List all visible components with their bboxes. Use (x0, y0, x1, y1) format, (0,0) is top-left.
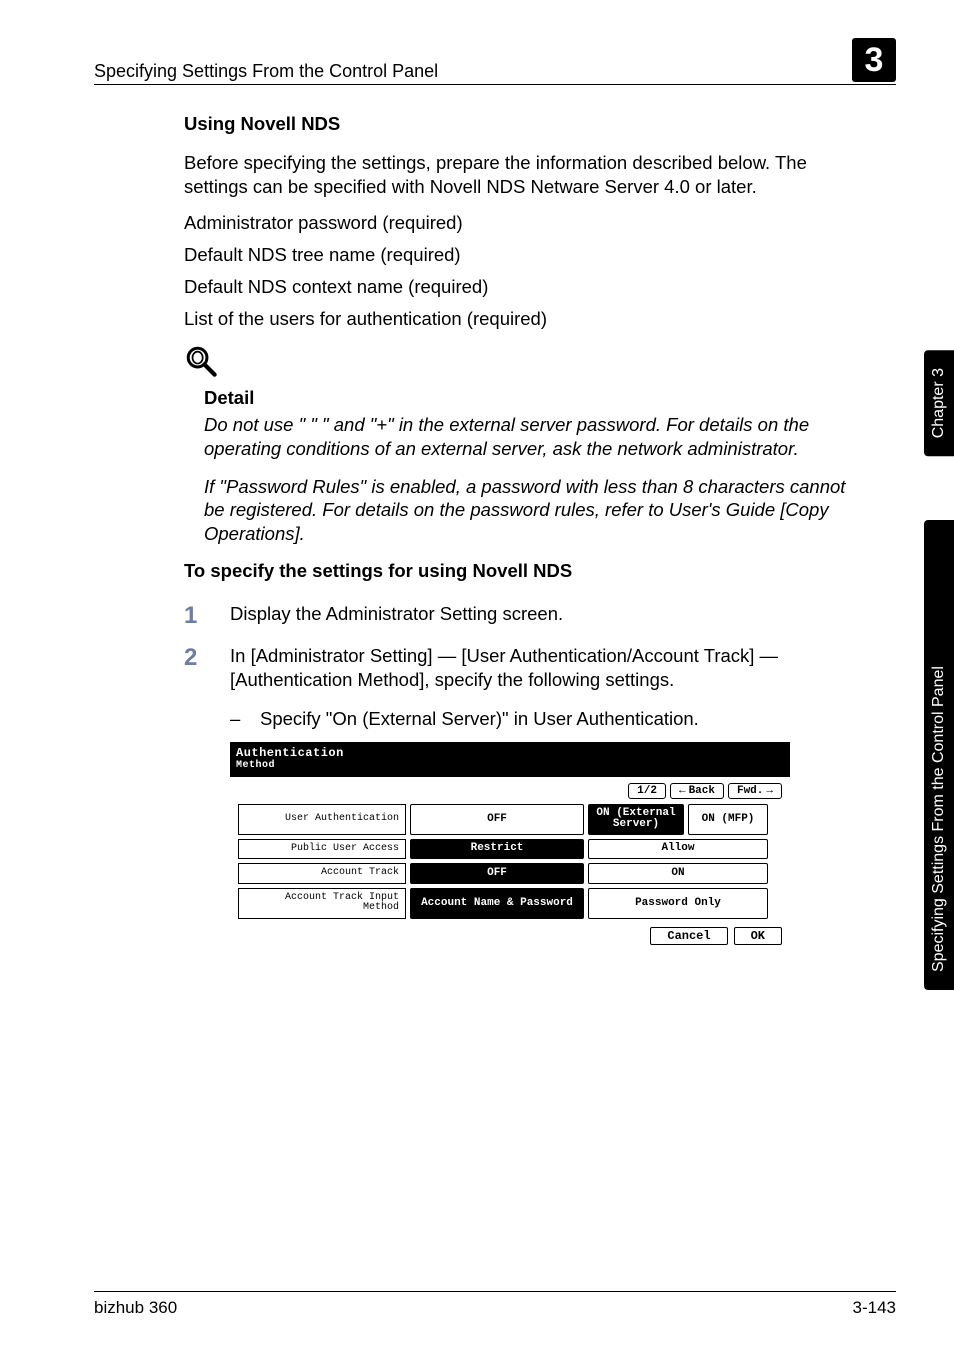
back-button[interactable]: ←Back (670, 783, 724, 799)
fwd-button[interactable]: Fwd.→ (728, 783, 782, 799)
side-tab-chapter: Chapter 3 (924, 350, 954, 456)
ok-button[interactable]: OK (734, 927, 782, 946)
screen-title-l1: Authentication (236, 746, 344, 760)
user-auth-mfp-button[interactable]: ON (MFP) (688, 804, 768, 835)
req-item: List of the users for authentication (re… (184, 308, 866, 330)
req-item: Default NDS context name (required) (184, 276, 866, 298)
procedure-title: To specify the settings for using Novell… (184, 560, 866, 582)
row-label: Account Track Input Method (238, 888, 406, 919)
side-tab-section: Specifying Settings From the Control Pan… (924, 520, 954, 990)
dash-bullet: – (230, 708, 260, 730)
row-label: Public User Access (238, 839, 406, 860)
step-sub-text: Specify "On (External Server)" in User A… (260, 708, 699, 730)
pager-indicator: 1/2 (628, 783, 666, 799)
req-item: Default NDS tree name (required) (184, 244, 866, 266)
arrow-left-icon: ← (679, 785, 686, 797)
chapter-number-badge: 3 (852, 38, 896, 82)
row-label: User Authentication (238, 804, 406, 835)
public-user-allow-button[interactable]: Allow (588, 839, 768, 860)
account-input-namepw-button[interactable]: Account Name & Password (410, 888, 584, 919)
lcd-screenshot: Authentication Method 1/2 ←Back Fwd.→ Us… (230, 742, 790, 956)
user-auth-off-button[interactable]: OFF (410, 804, 584, 835)
step: 2 In [Administrator Setting] — [User Aut… (184, 644, 866, 692)
arrow-right-icon: → (766, 785, 773, 797)
public-user-restrict-button[interactable]: Restrict (410, 839, 584, 860)
section-title: Using Novell NDS (184, 113, 866, 135)
account-track-on-button[interactable]: ON (588, 863, 768, 884)
detail-para: If "Password Rules" is enabled, a passwo… (204, 475, 866, 546)
fwd-label: Fwd. (737, 785, 763, 797)
step-number: 1 (184, 602, 230, 628)
back-label: Back (689, 785, 715, 797)
step-number: 2 (184, 644, 230, 692)
screen-title-l2: Method (236, 760, 784, 771)
detail-para: Do not use " " " and "+" in the external… (204, 413, 866, 460)
screen-title: Authentication Method (230, 742, 790, 777)
step: 1 Display the Administrator Setting scre… (184, 602, 866, 628)
account-track-off-button[interactable]: OFF (410, 863, 584, 884)
section-intro: Before specifying the settings, prepare … (184, 151, 866, 198)
running-header: Specifying Settings From the Control Pan… (94, 61, 438, 82)
row-label: Account Track (238, 863, 406, 884)
step-text: In [Administrator Setting] — [User Authe… (230, 644, 866, 692)
footer-left: bizhub 360 (94, 1298, 177, 1318)
user-auth-external-button[interactable]: ON (External Server) (588, 804, 684, 835)
detail-heading: Detail (204, 387, 866, 409)
req-item: Administrator password (required) (184, 212, 866, 234)
magnifier-icon (184, 344, 866, 383)
step-text: Display the Administrator Setting screen… (230, 602, 563, 628)
cancel-button[interactable]: Cancel (650, 927, 727, 946)
account-input-pwonly-button[interactable]: Password Only (588, 888, 768, 919)
footer-right: 3-143 (853, 1298, 896, 1318)
step-substep: – Specify "On (External Server)" in User… (230, 708, 866, 730)
